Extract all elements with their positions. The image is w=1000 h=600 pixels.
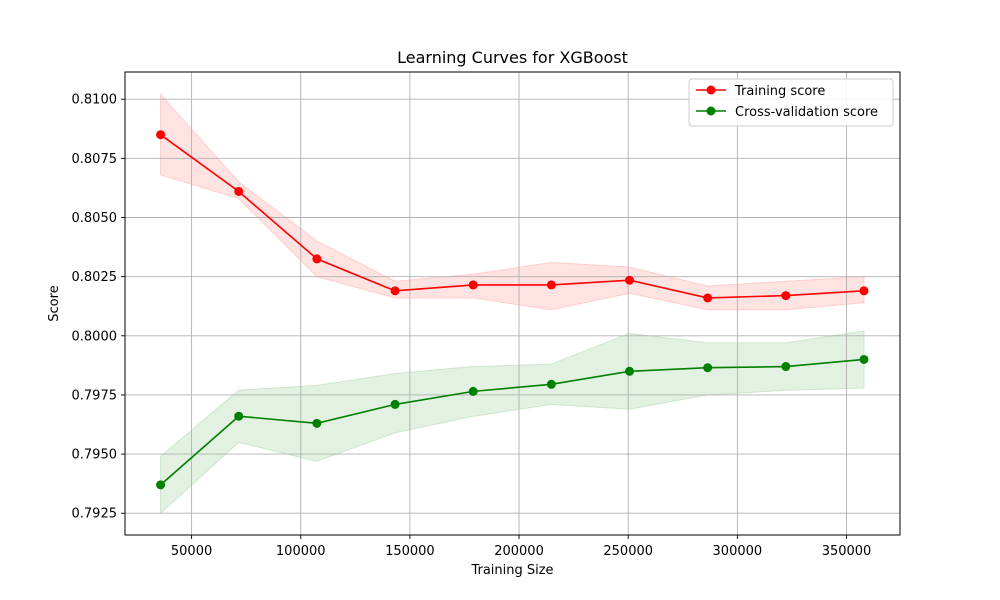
y-tick-label-1: 0.7950 bbox=[72, 448, 118, 463]
legend-cv-label: Cross-validation score bbox=[735, 105, 878, 120]
y-axis: 0.7925 0.7950 0.7975 0.8000 0.8025 0.8050 0.80… bbox=[72, 93, 125, 522]
data-point-cross-validation-8 bbox=[781, 362, 791, 372]
legend-box bbox=[688, 78, 894, 127]
y-tick-label-7: 0.8100 bbox=[72, 93, 118, 108]
data-point-training-7 bbox=[703, 293, 713, 303]
data-point-cross-validation-2 bbox=[312, 418, 322, 428]
x-tick-label-3: 200000 bbox=[494, 544, 544, 559]
legend-training-marker bbox=[706, 85, 716, 95]
data-point-cross-validation-9 bbox=[859, 354, 869, 364]
legend-training-label: Training score bbox=[734, 84, 825, 99]
y-tick-label-2: 0.7975 bbox=[72, 388, 118, 403]
data-point-cross-validation-7 bbox=[703, 363, 713, 373]
data-point-cross-validation-5 bbox=[546, 379, 556, 389]
x-tick-label-4: 250000 bbox=[603, 544, 653, 559]
plot-frame bbox=[124, 71, 901, 536]
data-point-training-4 bbox=[468, 280, 478, 290]
x-tick-label-2: 150000 bbox=[385, 544, 435, 559]
data-point-training-3 bbox=[390, 286, 400, 296]
y-tick-label-3: 0.8000 bbox=[72, 329, 118, 344]
grid-lines bbox=[125, 72, 900, 535]
band-training bbox=[160, 93, 865, 311]
x-axis: 50000 100000 150000 200000 250000 300000 35000… bbox=[171, 535, 871, 559]
band-cross-validation bbox=[160, 330, 865, 515]
series-line-cross-validation bbox=[160, 358, 865, 486]
y-tick-label-6: 0.8075 bbox=[72, 152, 118, 167]
legend-cv-marker bbox=[706, 106, 716, 116]
legend-item-cross-validation: Cross-validation score bbox=[696, 105, 878, 120]
legend: Training score Cross-validation score bbox=[688, 78, 894, 127]
data-point-training-8 bbox=[781, 291, 791, 301]
y-tick-label-0: 0.7925 bbox=[72, 507, 118, 522]
data-point-training-9 bbox=[859, 286, 869, 296]
chart-title: Learning Curves for XGBoost bbox=[397, 48, 628, 67]
data-point-cross-validation-4 bbox=[468, 386, 478, 396]
x-tick-label-6: 350000 bbox=[822, 544, 872, 559]
confidence-bands bbox=[160, 93, 865, 515]
x-axis-label: Training Size bbox=[470, 563, 553, 578]
data-point-cross-validation-0 bbox=[156, 480, 166, 490]
y-axis-label: Score bbox=[47, 285, 62, 321]
legend-item-training: Training score bbox=[696, 84, 825, 99]
data-point-training-5 bbox=[546, 280, 556, 290]
y-tick-label-5: 0.8050 bbox=[72, 211, 118, 226]
x-tick-label-1: 100000 bbox=[276, 544, 326, 559]
x-tick-label-0: 50000 bbox=[171, 544, 212, 559]
y-tick-label-4: 0.8025 bbox=[72, 270, 118, 285]
data-point-training-0 bbox=[156, 130, 166, 140]
data-point-cross-validation-6 bbox=[625, 366, 635, 376]
data-point-training-1 bbox=[234, 186, 244, 196]
series-lines bbox=[160, 134, 865, 486]
x-tick-label-5: 300000 bbox=[713, 544, 763, 559]
data-point-cross-validation-3 bbox=[390, 399, 400, 409]
data-point-training-6 bbox=[625, 275, 635, 285]
data-point-training-2 bbox=[312, 254, 322, 264]
series-points bbox=[156, 130, 869, 490]
series-line-training bbox=[160, 134, 865, 299]
data-point-cross-validation-1 bbox=[234, 411, 244, 421]
